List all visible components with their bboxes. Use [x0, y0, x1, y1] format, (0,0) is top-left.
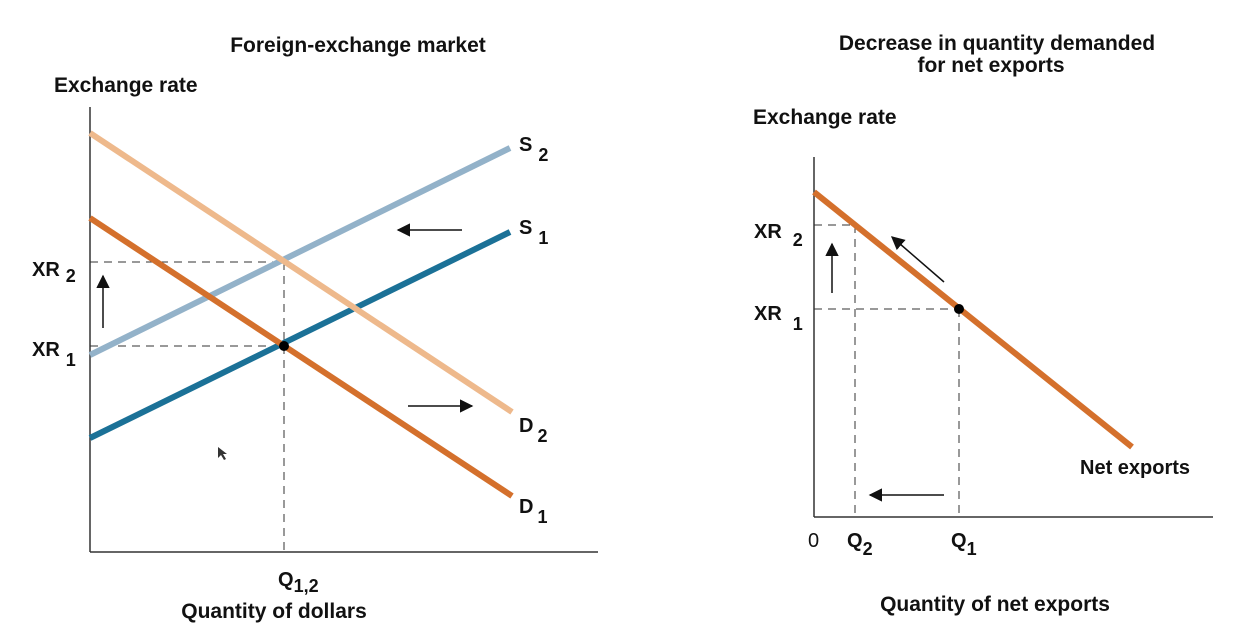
left-equilibrium-point	[279, 341, 289, 351]
supply-1-line	[88, 229, 512, 441]
supply-2-line	[88, 145, 512, 358]
origin-label: 0	[808, 530, 819, 552]
left-panel-title: Foreign-exchange market	[230, 34, 486, 57]
left-xr1-label: XR 1	[32, 339, 76, 370]
right-panel: Decrease in quantity demanded for net ex…	[753, 32, 1213, 616]
right-point-xr1	[954, 304, 964, 314]
right-y-axis-title: Exchange rate	[753, 106, 897, 129]
right-panel-title-line1: Decrease in quantity demanded	[839, 32, 1155, 55]
left-x-axis-title: Quantity of dollars	[181, 600, 367, 623]
movement-along-curve-arrow	[890, 236, 945, 283]
right-xr1-label: XR 1	[754, 303, 803, 334]
right-xr2-label: XR 2	[754, 221, 803, 250]
net-exports-line	[812, 189, 1134, 450]
right-q2-label: Q2	[847, 530, 873, 559]
demand-2-line	[88, 130, 514, 415]
left-q12-label: Q1,2	[278, 569, 319, 596]
right-x-axis-title: Quantity of net exports	[880, 593, 1110, 616]
demand-1-line	[88, 215, 514, 499]
right-panel-title-line2: for net exports	[917, 54, 1064, 77]
right-q1-label: Q1	[951, 530, 977, 559]
left-y-axis-title: Exchange rate	[54, 74, 198, 97]
left-xr2-label: XR 2	[32, 259, 76, 286]
net-exports-label: Net exports	[1080, 457, 1190, 479]
mouse-cursor-icon	[218, 447, 227, 460]
